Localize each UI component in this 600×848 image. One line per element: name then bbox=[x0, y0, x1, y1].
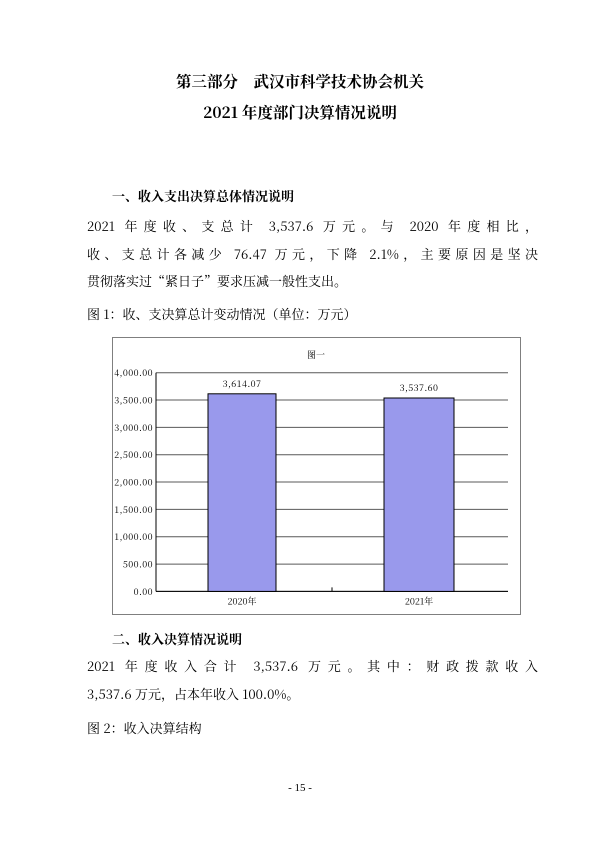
svg-text:1,500.00: 1,500.00 bbox=[114, 503, 153, 516]
svg-text:2020年: 2020年 bbox=[227, 595, 256, 608]
svg-text:4,000.00: 4,000.00 bbox=[114, 366, 153, 379]
svg-text:0.00: 0.00 bbox=[134, 585, 153, 598]
svg-text:500.00: 500.00 bbox=[123, 558, 153, 571]
svg-text:1,000.00: 1,000.00 bbox=[114, 530, 153, 543]
svg-text:3,614.07: 3,614.07 bbox=[223, 377, 262, 390]
svg-text:2021年: 2021年 bbox=[405, 595, 433, 608]
svg-text:3,000.00: 3,000.00 bbox=[114, 421, 153, 434]
svg-text:3,500.00: 3,500.00 bbox=[114, 394, 153, 407]
svg-text:图一: 图一 bbox=[307, 348, 325, 361]
svg-text:3,537.60: 3,537.60 bbox=[400, 381, 439, 394]
svg-text:2,000.00: 2,000.00 bbox=[114, 476, 153, 489]
svg-text:2,500.00: 2,500.00 bbox=[114, 448, 153, 461]
